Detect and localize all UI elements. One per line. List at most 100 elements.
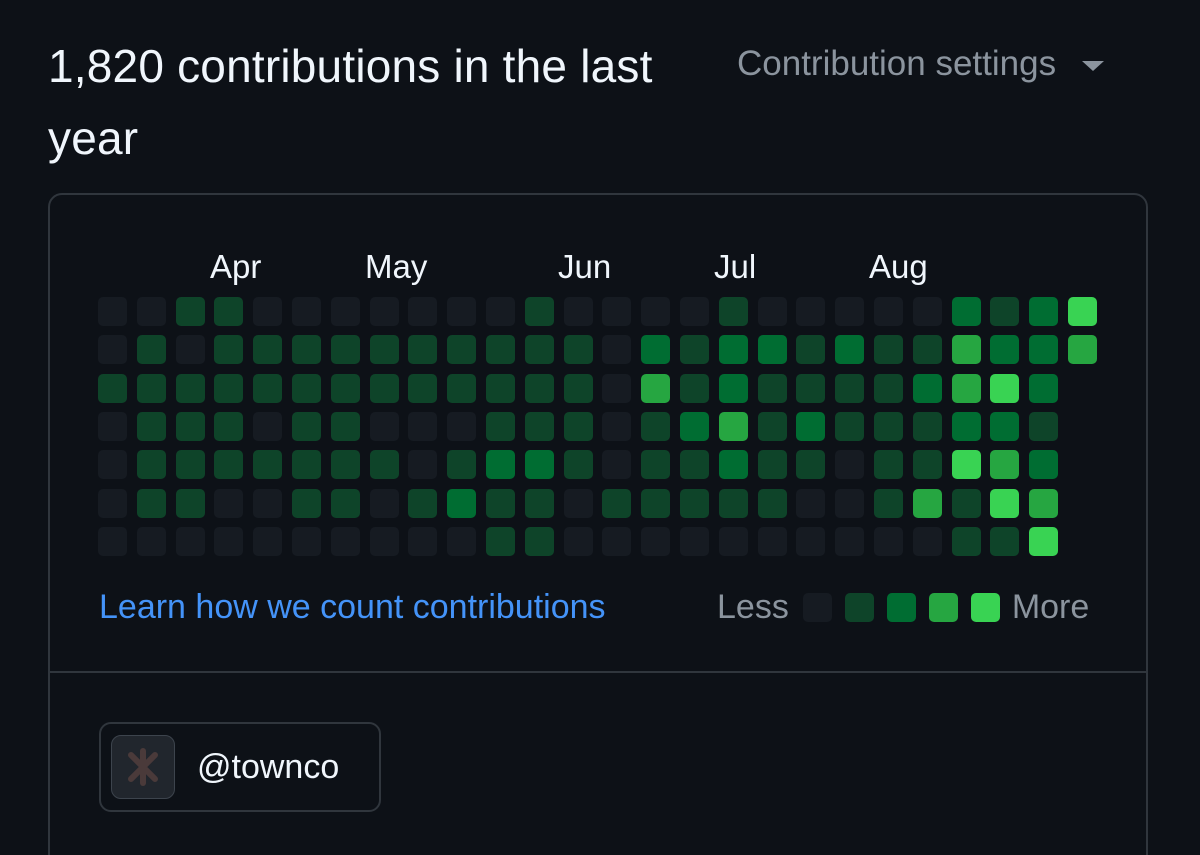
contribution-day-cell[interactable] (952, 527, 981, 556)
contribution-day-cell[interactable] (137, 412, 166, 441)
contribution-day-cell[interactable] (874, 297, 903, 326)
contribution-day-cell[interactable] (913, 412, 942, 441)
contribution-day-cell[interactable] (137, 297, 166, 326)
contribution-day-cell[interactable] (292, 297, 321, 326)
contribution-day-cell[interactable] (1029, 335, 1058, 364)
contribution-day-cell[interactable] (331, 527, 360, 556)
contribution-settings-dropdown[interactable]: Contribution settings (737, 44, 1105, 84)
contribution-day-cell[interactable] (913, 335, 942, 364)
contribution-day-cell[interactable] (874, 335, 903, 364)
contribution-day-cell[interactable] (564, 450, 593, 479)
contribution-day-cell[interactable] (1029, 450, 1058, 479)
contribution-day-cell[interactable] (796, 412, 825, 441)
contribution-day-cell[interactable] (525, 527, 554, 556)
contribution-day-cell[interactable] (602, 335, 631, 364)
contribution-day-cell[interactable] (680, 374, 709, 403)
contribution-day-cell[interactable] (952, 450, 981, 479)
contribution-day-cell[interactable] (486, 374, 515, 403)
contribution-day-cell[interactable] (176, 527, 205, 556)
contribution-day-cell[interactable] (835, 374, 864, 403)
contribution-day-cell[interactable] (758, 412, 787, 441)
contribution-day-cell[interactable] (719, 335, 748, 364)
contribution-day-cell[interactable] (292, 412, 321, 441)
contribution-day-cell[interactable] (253, 527, 282, 556)
contribution-day-cell[interactable] (1068, 297, 1097, 326)
contribution-day-cell[interactable] (990, 335, 1019, 364)
contribution-day-cell[interactable] (758, 335, 787, 364)
contribution-day-cell[interactable] (1029, 412, 1058, 441)
contribution-day-cell[interactable] (525, 335, 554, 364)
contribution-day-cell[interactable] (370, 297, 399, 326)
contribution-day-cell[interactable] (447, 527, 476, 556)
contribution-day-cell[interactable] (176, 374, 205, 403)
contribution-day-cell[interactable] (486, 335, 515, 364)
contribution-day-cell[interactable] (835, 527, 864, 556)
contribution-day-cell[interactable] (447, 489, 476, 518)
contribution-day-cell[interactable] (486, 489, 515, 518)
contribution-day-cell[interactable] (331, 489, 360, 518)
contribution-day-cell[interactable] (137, 450, 166, 479)
contribution-day-cell[interactable] (913, 450, 942, 479)
contribution-day-cell[interactable] (952, 374, 981, 403)
contribution-day-cell[interactable] (408, 297, 437, 326)
contribution-day-cell[interactable] (835, 335, 864, 364)
contribution-day-cell[interactable] (176, 450, 205, 479)
contribution-day-cell[interactable] (370, 412, 399, 441)
contribution-day-cell[interactable] (913, 489, 942, 518)
contribution-day-cell[interactable] (292, 527, 321, 556)
contribution-day-cell[interactable] (408, 527, 437, 556)
contribution-day-cell[interactable] (990, 489, 1019, 518)
contribution-day-cell[interactable] (641, 297, 670, 326)
contribution-day-cell[interactable] (602, 297, 631, 326)
contribution-day-cell[interactable] (602, 450, 631, 479)
contribution-day-cell[interactable] (408, 450, 437, 479)
contribution-day-cell[interactable] (952, 412, 981, 441)
contribution-day-cell[interactable] (952, 489, 981, 518)
contribution-day-cell[interactable] (253, 374, 282, 403)
contribution-day-cell[interactable] (292, 374, 321, 403)
contribution-day-cell[interactable] (680, 527, 709, 556)
contribution-day-cell[interactable] (952, 335, 981, 364)
contribution-day-cell[interactable] (796, 450, 825, 479)
contribution-day-cell[interactable] (1029, 527, 1058, 556)
contribution-day-cell[interactable] (758, 374, 787, 403)
contribution-day-cell[interactable] (874, 527, 903, 556)
contribution-day-cell[interactable] (408, 489, 437, 518)
contribution-day-cell[interactable] (408, 412, 437, 441)
contribution-day-cell[interactable] (98, 335, 127, 364)
contribution-day-cell[interactable] (913, 297, 942, 326)
contribution-day-cell[interactable] (98, 297, 127, 326)
contribution-day-cell[interactable] (370, 335, 399, 364)
contribution-day-cell[interactable] (292, 450, 321, 479)
contribution-day-cell[interactable] (1029, 374, 1058, 403)
contribution-day-cell[interactable] (525, 412, 554, 441)
contribution-day-cell[interactable] (796, 297, 825, 326)
contribution-day-cell[interactable] (680, 297, 709, 326)
contribution-day-cell[interactable] (874, 412, 903, 441)
contribution-day-cell[interactable] (835, 450, 864, 479)
contribution-day-cell[interactable] (1068, 335, 1097, 364)
contribution-day-cell[interactable] (990, 374, 1019, 403)
contribution-day-cell[interactable] (796, 335, 825, 364)
contribution-day-cell[interactable] (758, 450, 787, 479)
contribution-day-cell[interactable] (602, 527, 631, 556)
contribution-day-cell[interactable] (176, 412, 205, 441)
contribution-day-cell[interactable] (214, 297, 243, 326)
contribution-day-cell[interactable] (602, 374, 631, 403)
contribution-day-cell[interactable] (564, 335, 593, 364)
contribution-day-cell[interactable] (874, 450, 903, 479)
contribution-day-cell[interactable] (680, 412, 709, 441)
contribution-day-cell[interactable] (641, 374, 670, 403)
contribution-day-cell[interactable] (641, 527, 670, 556)
contribution-day-cell[interactable] (680, 335, 709, 364)
contribution-day-cell[interactable] (447, 297, 476, 326)
contribution-day-cell[interactable] (331, 297, 360, 326)
contribution-day-cell[interactable] (835, 297, 864, 326)
contribution-day-cell[interactable] (758, 527, 787, 556)
contribution-day-cell[interactable] (214, 489, 243, 518)
contribution-day-cell[interactable] (253, 297, 282, 326)
contribution-day-cell[interactable] (486, 527, 515, 556)
contribution-day-cell[interactable] (874, 374, 903, 403)
contribution-day-cell[interactable] (1029, 489, 1058, 518)
contribution-day-cell[interactable] (98, 527, 127, 556)
